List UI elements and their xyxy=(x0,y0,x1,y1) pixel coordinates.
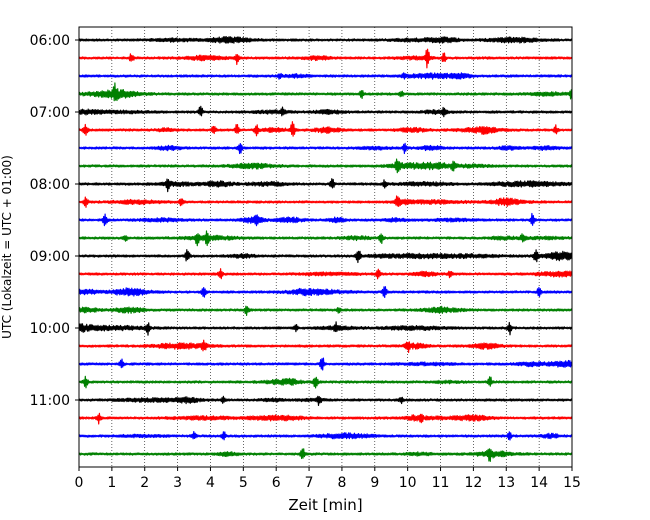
plot-frame xyxy=(78,26,573,468)
trace-0715 xyxy=(78,121,573,137)
x-tick-label: 14 xyxy=(530,475,548,491)
trace-0630 xyxy=(78,72,573,80)
trace-0815 xyxy=(78,195,573,208)
x-axis-ticks: 0 1 2 3 4 5 6 7 8 9 10 11 12 13 14 15 xyxy=(75,467,581,491)
trace-0745 xyxy=(78,158,573,174)
y-tick-label: 10:00 xyxy=(30,321,70,337)
trace-0730 xyxy=(78,142,573,155)
x-axis-title: Zeit [min] xyxy=(288,496,362,514)
vertical-grid xyxy=(111,27,540,467)
trace-1115 xyxy=(78,412,573,425)
seismic-traces xyxy=(78,36,573,462)
trace-0700 xyxy=(78,105,573,118)
x-tick-label: 9 xyxy=(370,475,379,491)
x-tick-label: 8 xyxy=(337,475,346,491)
trace-1130 xyxy=(78,431,573,441)
x-tick-label: 7 xyxy=(305,475,314,491)
trace-0645 xyxy=(78,82,573,102)
trace-0800 xyxy=(78,178,573,193)
x-tick-label: 13 xyxy=(497,475,515,491)
x-tick-label: 2 xyxy=(140,475,149,491)
trace-1015 xyxy=(78,339,573,353)
y-tick-label: 08:00 xyxy=(30,177,70,193)
trace-1145 xyxy=(78,448,573,462)
trace-0915 xyxy=(78,268,573,280)
trace-0845 xyxy=(78,230,573,247)
x-tick-label: 6 xyxy=(272,475,281,491)
x-tick-label: 10 xyxy=(399,475,417,491)
trace-0830 xyxy=(78,212,573,227)
x-tick-label: 5 xyxy=(239,475,248,491)
trace-0945 xyxy=(78,305,573,316)
trace-1100 xyxy=(78,395,573,406)
x-tick-label: 3 xyxy=(173,475,182,491)
y-tick-label: 07:00 xyxy=(30,105,70,121)
y-tick-label: 09:00 xyxy=(30,249,70,265)
trace-0615 xyxy=(78,48,573,69)
x-tick-label: 12 xyxy=(464,475,482,491)
trace-1030 xyxy=(78,357,573,371)
x-tick-label: 1 xyxy=(107,475,116,491)
y-axis-ticks: 06:00 07:00 08:00 09:00 10:00 11:00 xyxy=(30,33,79,409)
trace-1045 xyxy=(78,375,573,389)
y-tick-label: 06:00 xyxy=(30,33,70,49)
x-tick-label: 15 xyxy=(563,475,581,491)
x-tick-label: 0 xyxy=(75,475,84,491)
trace-0600 xyxy=(78,36,573,44)
y-tick-label: 11:00 xyxy=(30,393,70,409)
x-tick-label: 11 xyxy=(432,475,450,491)
trace-1000 xyxy=(78,321,573,336)
y-axis-title: UTC (Lokalzeit = UTC + 01:00) xyxy=(0,155,14,339)
trace-0900 xyxy=(78,249,573,264)
x-tick-label: 4 xyxy=(206,475,215,491)
trace-0930 xyxy=(78,286,573,298)
